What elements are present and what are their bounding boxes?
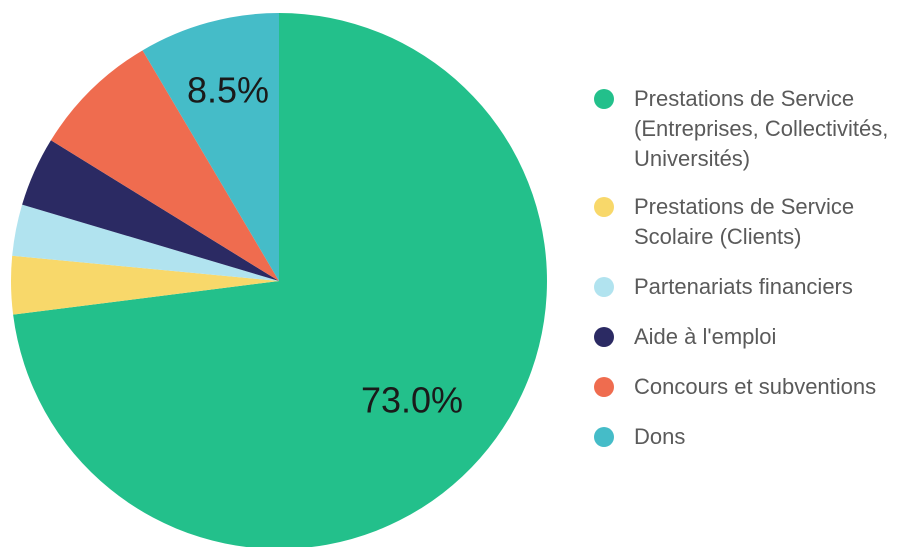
legend-swatch [594, 327, 614, 347]
legend-swatch [594, 197, 614, 217]
pie-slice[interactable] [142, 13, 279, 281]
slice-data-label: 73.0% [361, 380, 463, 421]
legend-item[interactable]: Prestations de Service Scolaire (Clients… [594, 192, 914, 252]
legend-label: Concours et subventions [634, 374, 877, 399]
legend-swatch [594, 427, 614, 447]
legend-item[interactable]: Prestations de Service (Entreprises, Col… [594, 84, 914, 174]
legend-label: Prestations de Service Scolaire (Clients… [634, 194, 855, 249]
legend-item[interactable]: Dons [594, 422, 914, 452]
pie-data-labels: 73.0% 8.5% [187, 70, 463, 421]
legend-label: Aide à l'emploi [634, 324, 777, 349]
pie-slice[interactable] [22, 140, 280, 281]
pie-slice[interactable] [12, 204, 279, 281]
legend-item[interactable]: Partenariats financiers [594, 272, 914, 302]
legend: Prestations de Service (Entreprises, Col… [594, 84, 914, 452]
pie-chart: 73.0% 8.5% [10, 13, 547, 547]
legend-item[interactable]: Concours et subventions [594, 372, 914, 402]
legend-label: Dons [634, 424, 686, 449]
legend-swatch [594, 277, 614, 297]
legend-swatch [594, 89, 614, 109]
legend-swatch [594, 377, 614, 397]
legend-item[interactable]: Aide à l'emploi [594, 322, 914, 352]
pie-slices [10, 13, 547, 547]
pie-slice[interactable] [10, 255, 280, 315]
legend-label: Prestations de Service (Entreprises, Col… [634, 86, 889, 171]
pie-slice[interactable] [50, 50, 280, 281]
pie-slice[interactable] [13, 13, 547, 547]
legend-label: Partenariats financiers [634, 274, 853, 299]
slice-data-label: 8.5% [187, 70, 269, 111]
